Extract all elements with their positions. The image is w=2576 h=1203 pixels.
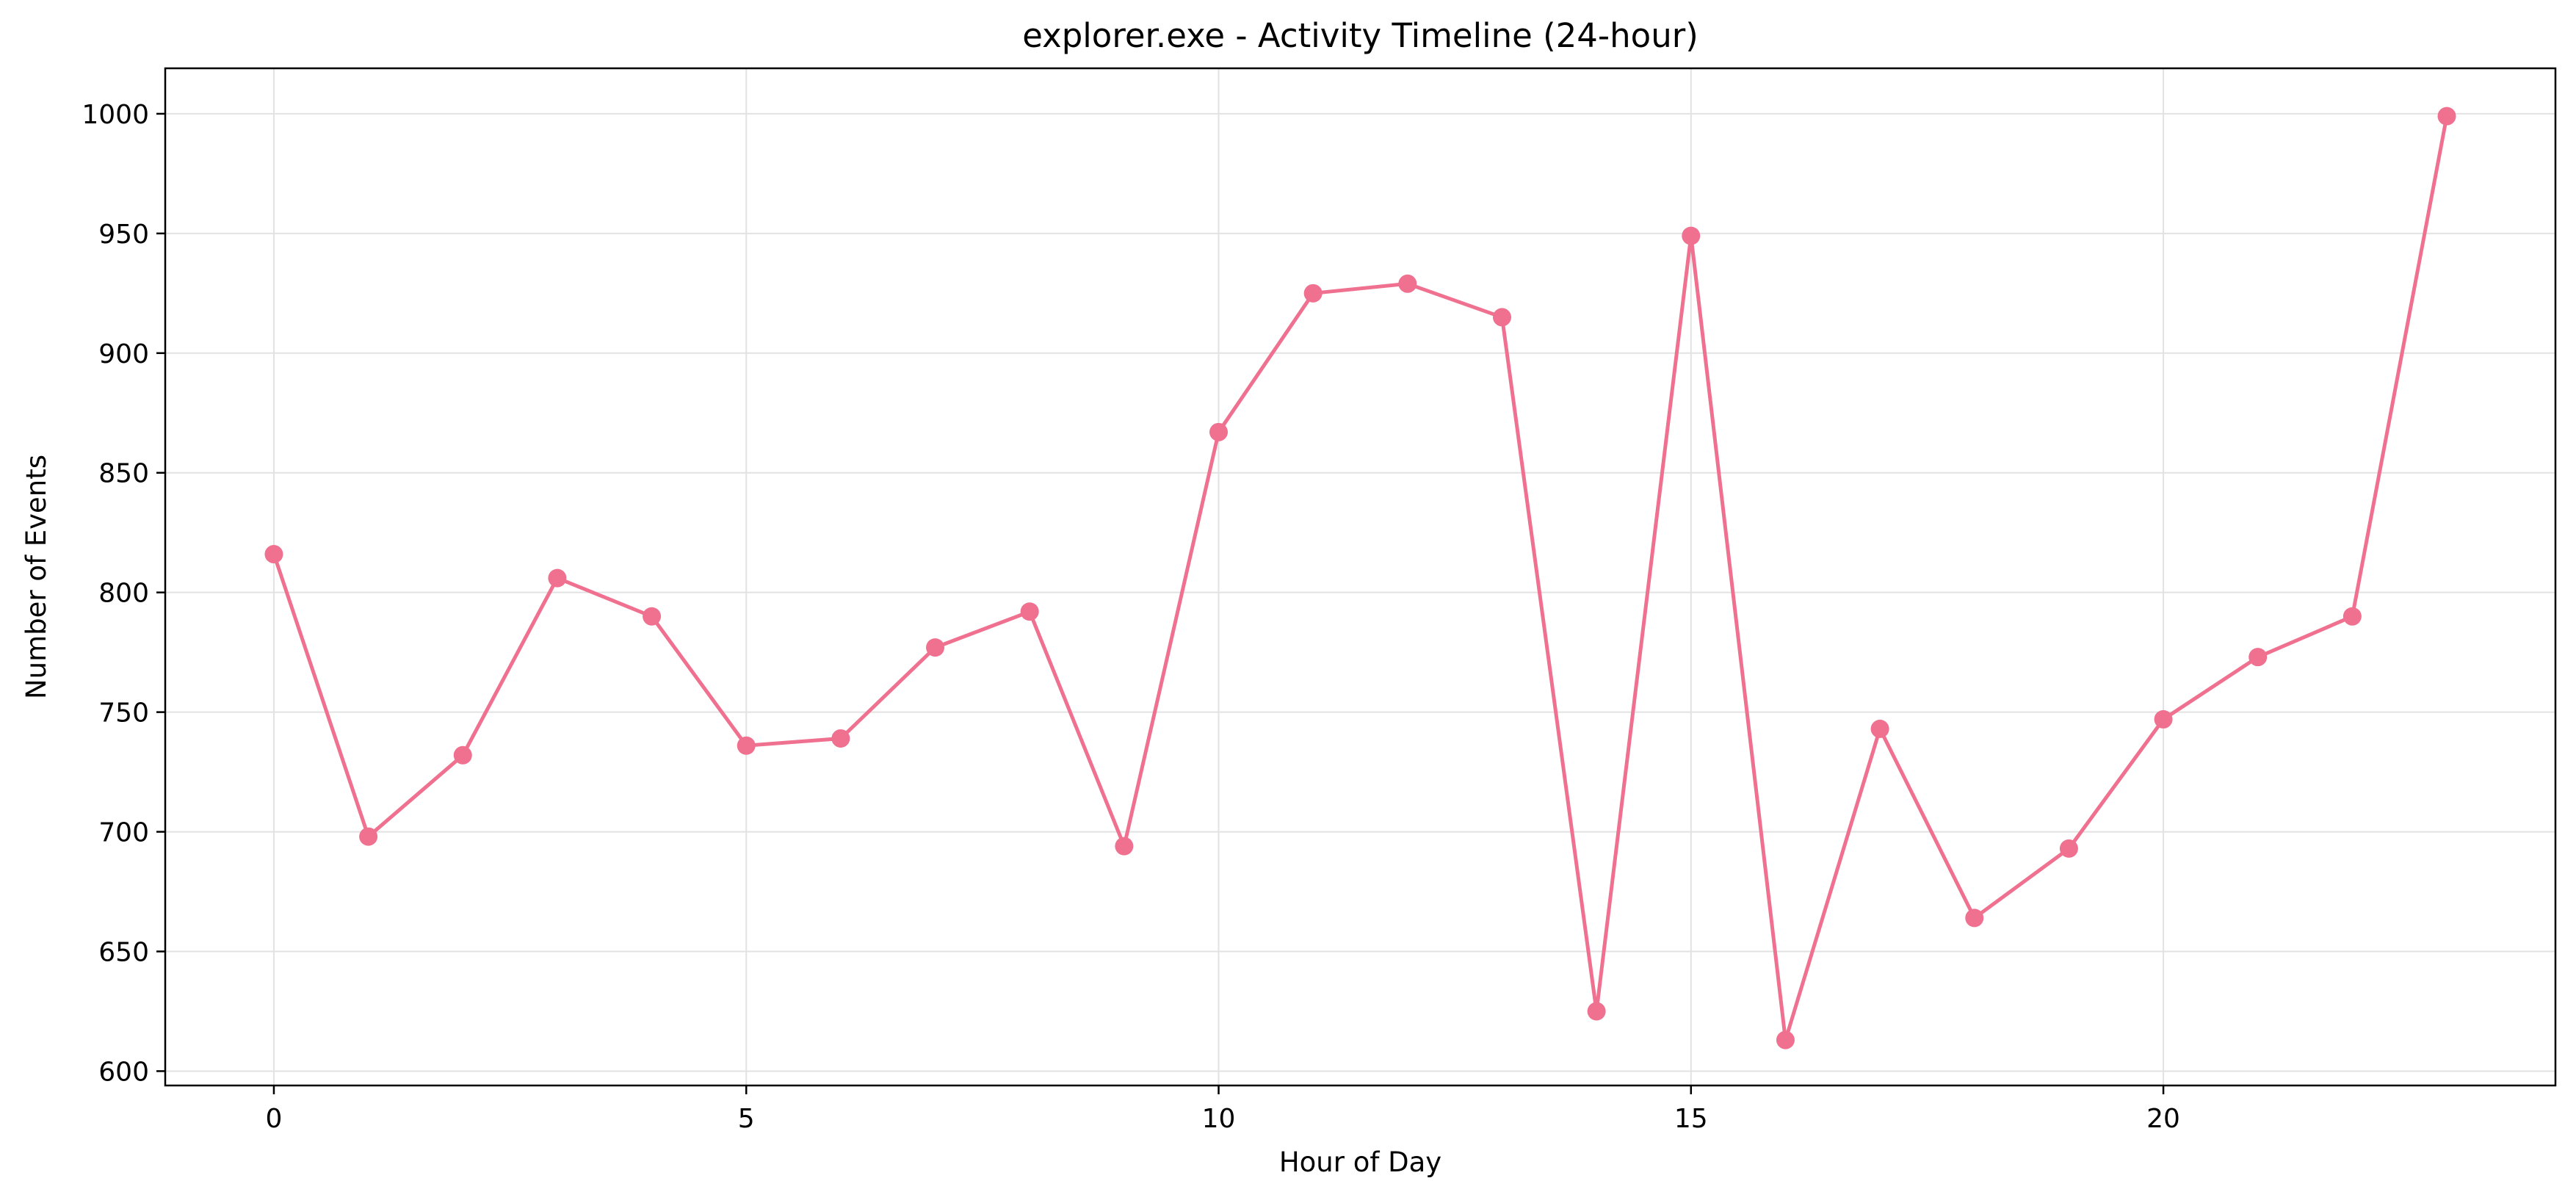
y-tick-label: 1000 [82, 100, 149, 130]
data-point [359, 827, 378, 846]
axis-ticks: 0 5 10 15 20 600 650 700 750 800 850 900 950 1000 [82, 100, 2180, 1134]
data-point [1115, 837, 1134, 856]
plot-frame [164, 67, 2557, 1087]
data-point [1776, 1030, 1795, 1050]
data-point [1492, 308, 1511, 327]
y-tick-label: 700 [98, 818, 149, 848]
data-point [453, 745, 472, 765]
y-tick-label: 900 [98, 339, 149, 369]
data-point [1965, 908, 1984, 928]
data-point [643, 607, 662, 626]
x-axis-label: Hour of Day [1279, 1146, 1441, 1178]
y-tick-label: 800 [98, 579, 149, 609]
chart-title: explorer.exe - Activity Timeline (24-hou… [1022, 16, 1698, 55]
data-point [1209, 422, 1229, 441]
x-tick-label: 20 [2146, 1104, 2180, 1134]
data-point [2342, 607, 2362, 626]
x-tick-label: 5 [738, 1104, 755, 1134]
data-point [831, 729, 850, 748]
data-point [2248, 648, 2268, 667]
y-tick-label: 750 [98, 698, 149, 729]
data-point [264, 545, 283, 564]
data-point [548, 568, 567, 588]
x-tick-label: 15 [1674, 1104, 1708, 1134]
y-tick-label: 950 [98, 220, 149, 250]
series-line [272, 115, 2449, 1042]
data-point [1870, 719, 1889, 738]
y-axis-label: Number of Events [21, 455, 52, 699]
data-point [1587, 1002, 1606, 1021]
data-point [737, 736, 756, 755]
grid-lines [165, 68, 2555, 1085]
data-point [2154, 709, 2173, 729]
x-tick-label: 0 [266, 1104, 283, 1134]
y-tick-label: 850 [98, 459, 149, 489]
x-tick-label: 10 [1202, 1104, 1236, 1134]
data-point [1398, 274, 1417, 293]
y-tick-label: 600 [98, 1057, 149, 1087]
data-point [2059, 839, 2078, 858]
data-point [2437, 106, 2456, 126]
series-layer [264, 106, 2456, 1050]
data-point [1682, 226, 1701, 245]
data-point [1303, 283, 1323, 303]
data-point [1020, 602, 1039, 621]
data-point [926, 638, 945, 657]
y-tick-label: 650 [98, 938, 149, 968]
